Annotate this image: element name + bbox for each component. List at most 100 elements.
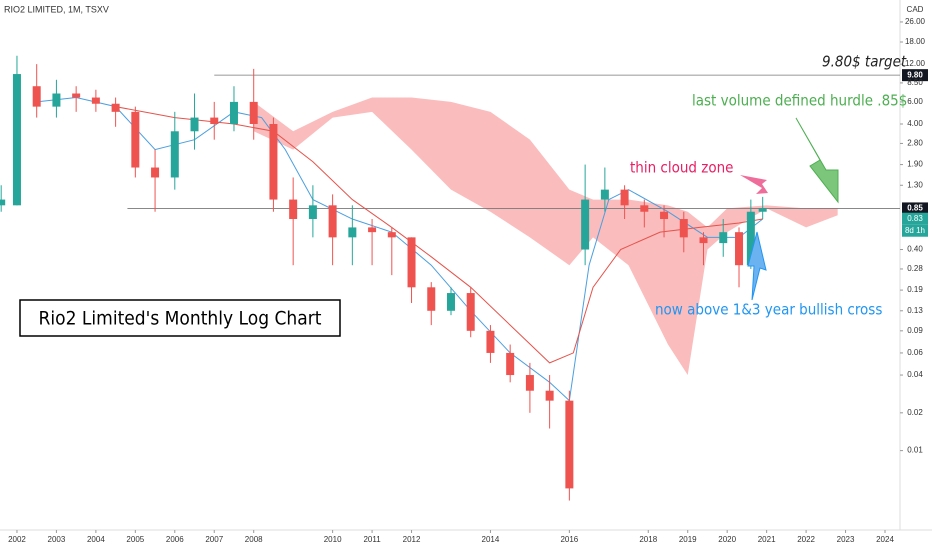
candle-body: [679, 219, 688, 238]
y-tick-label: 8.50: [907, 78, 923, 87]
x-tick-label: 2020: [718, 535, 736, 544]
candle-body: [699, 237, 708, 244]
candle-body: [446, 293, 455, 311]
candle-body: [427, 287, 436, 311]
candle-body: [735, 232, 744, 266]
candle-body: [269, 123, 278, 200]
y-tick-label: 18.00: [905, 37, 926, 46]
candle-body: [758, 208, 767, 212]
x-tick-label: 2004: [87, 535, 105, 544]
x-tick-label: 2005: [126, 535, 144, 544]
candle-body: [348, 227, 357, 238]
candle-body: [600, 189, 609, 200]
candle-body: [581, 199, 590, 250]
y-tick-label: 0.02: [907, 408, 923, 417]
y-tick-label: 0.28: [907, 264, 923, 273]
candle-body: [387, 232, 396, 238]
y-tick-label: 0.13: [907, 306, 923, 315]
annotation: last volume defined hurdle .85$: [692, 92, 907, 110]
y-tick-label: 0.40: [907, 245, 923, 254]
candle-body: [368, 227, 377, 233]
candle-body: [72, 93, 81, 98]
last-price-tag: [902, 212, 928, 225]
x-tick-label: 2016: [560, 535, 578, 544]
x-tick-label: 2024: [876, 535, 894, 544]
plot: [0, 55, 900, 501]
blue-arrow: [747, 231, 767, 301]
green-arrow: [795, 117, 839, 204]
x-tick-label: 2002: [8, 535, 26, 544]
candle-body: [525, 375, 534, 391]
y-tick-label: 2.80: [907, 139, 923, 148]
x-tick-label: 2006: [166, 535, 184, 544]
candle-body: [746, 211, 755, 266]
chart-title: Rio2 Limited's Monthly Log Chart: [39, 308, 322, 330]
y-tick-label: 0.06: [907, 348, 923, 357]
price-tag: [902, 202, 928, 215]
price-tag: [902, 69, 928, 82]
x-tick-label: 2003: [48, 535, 66, 544]
candle-body: [328, 205, 337, 238]
y-tick-label: 0.04: [907, 370, 923, 379]
price-tag-label: 9.80: [907, 70, 923, 79]
x-tick-label: 2018: [639, 535, 657, 544]
annotation: thin cloud zone: [630, 159, 733, 177]
x-tick-label: 2010: [324, 535, 342, 544]
candle-body: [545, 390, 554, 401]
candle-body: [407, 237, 416, 288]
currency: CAD: [907, 5, 924, 14]
candle-body: [289, 199, 298, 220]
countdown-tag: [902, 224, 928, 237]
annotation: 9.80$ target: [822, 53, 907, 71]
countdown: 8d 1h: [905, 226, 925, 235]
y-tick-label: 0.19: [907, 285, 923, 294]
cloud: [253, 97, 838, 376]
last-price-label: 0.83: [907, 214, 923, 223]
pink-arrow: [740, 175, 768, 194]
candle-body: [308, 205, 317, 220]
candle-body: [32, 86, 41, 107]
x-tick-label: 2012: [403, 535, 421, 544]
title-box: [19, 299, 341, 337]
candle-body: [466, 293, 475, 331]
candle-body: [620, 189, 629, 206]
candle-body: [565, 400, 574, 489]
candle-body: [91, 97, 100, 104]
candle-body: [719, 232, 728, 244]
y-tick-label: 6.00: [907, 97, 923, 106]
symbol-header: RIO2 LIMITED, 1M, TSXV: [4, 4, 109, 14]
y-tick-label: 26.00: [905, 17, 926, 26]
candle-body: [111, 103, 120, 112]
x-tick-label: 2008: [245, 535, 263, 544]
y-tick-label: 1.90: [907, 160, 923, 169]
candle-body: [660, 211, 669, 220]
moving-average: [36, 97, 763, 402]
price-tag-label: 0.85: [907, 204, 923, 213]
y-tick-label: 1.30: [907, 180, 923, 189]
y-tick-label: 0.01: [907, 446, 923, 455]
candle-body: [190, 117, 199, 132]
annotation: now above 1&3 year bullish cross: [655, 301, 882, 319]
candle-body: [486, 330, 495, 353]
x-tick-label: 2011: [363, 535, 381, 544]
x-tick-label: 2023: [837, 535, 855, 544]
candle-body: [640, 205, 649, 212]
y-tick-label: 12.00: [905, 59, 926, 68]
candle-body: [12, 74, 21, 206]
candle-body: [249, 101, 258, 124]
candle-body: [52, 93, 61, 107]
y-tick-label: 4.00: [907, 119, 923, 128]
candle-body: [506, 352, 515, 376]
x-tick-label: 2007: [205, 535, 223, 544]
moving-average: [115, 106, 763, 364]
candle-body: [151, 167, 160, 178]
candle-body: [229, 101, 238, 124]
x-tick-label: 2014: [482, 535, 500, 544]
candle-body: [0, 199, 6, 206]
candle-body: [210, 117, 219, 124]
candle-body: [131, 111, 140, 168]
y-tick-label: 0.09: [907, 326, 923, 335]
x-tick-label: 2019: [679, 535, 697, 544]
